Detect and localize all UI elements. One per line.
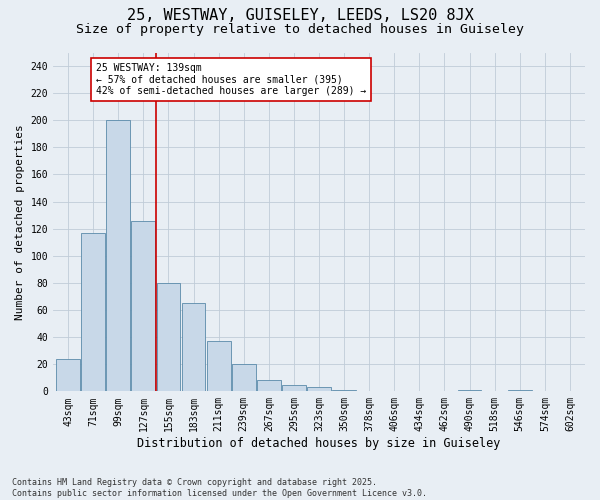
Bar — [56, 359, 80, 392]
Bar — [106, 120, 130, 392]
Bar — [458, 390, 481, 392]
X-axis label: Distribution of detached houses by size in Guiseley: Distribution of detached houses by size … — [137, 437, 501, 450]
Y-axis label: Number of detached properties: Number of detached properties — [15, 124, 25, 320]
Bar — [157, 283, 181, 392]
Bar — [232, 364, 256, 392]
Bar — [182, 303, 205, 392]
Bar — [332, 390, 356, 392]
Bar — [508, 390, 532, 392]
Bar — [307, 388, 331, 392]
Text: Contains HM Land Registry data © Crown copyright and database right 2025.
Contai: Contains HM Land Registry data © Crown c… — [12, 478, 427, 498]
Text: 25 WESTWAY: 139sqm
← 57% of detached houses are smaller (395)
42% of semi-detach: 25 WESTWAY: 139sqm ← 57% of detached hou… — [95, 62, 366, 96]
Bar — [282, 384, 306, 392]
Bar — [131, 220, 155, 392]
Bar — [207, 341, 230, 392]
Text: Size of property relative to detached houses in Guiseley: Size of property relative to detached ho… — [76, 22, 524, 36]
Bar — [81, 233, 105, 392]
Bar — [257, 380, 281, 392]
Text: 25, WESTWAY, GUISELEY, LEEDS, LS20 8JX: 25, WESTWAY, GUISELEY, LEEDS, LS20 8JX — [127, 8, 473, 22]
